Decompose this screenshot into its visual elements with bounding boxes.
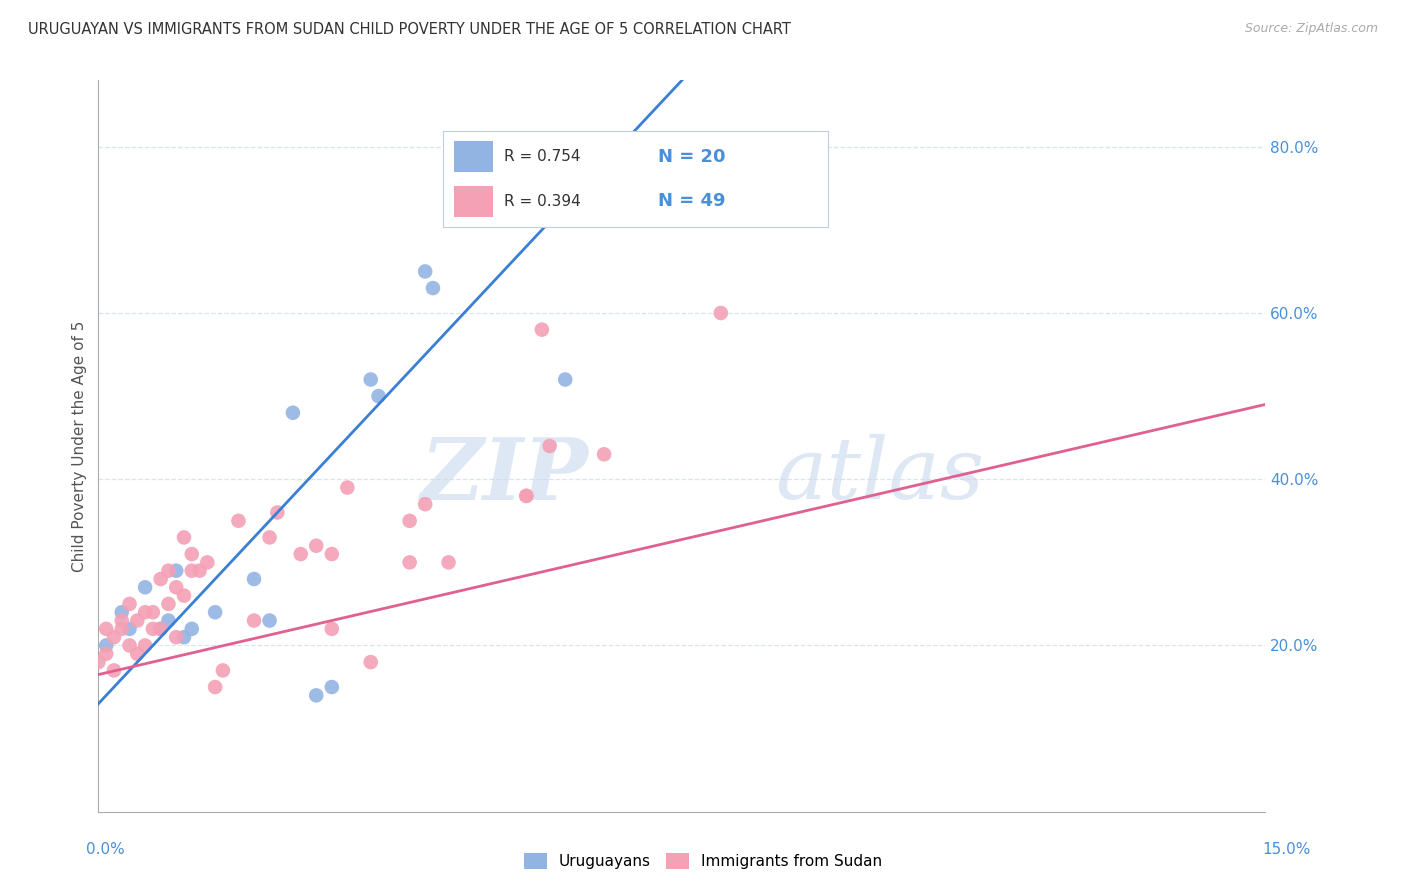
Point [96,622,118,636]
Point [103,664,125,678]
Point [321,547,343,561]
Point [111,614,134,628]
Point [142,622,165,636]
Point [173,589,195,603]
Point [134,639,156,653]
Point [165,580,187,594]
Point [515,489,537,503]
Point [243,572,266,586]
Text: ZIP: ZIP [420,434,589,517]
Point [305,539,328,553]
Point [127,614,149,628]
Text: atlas: atlas [775,434,984,516]
Text: N = 20: N = 20 [658,148,725,166]
Point [111,605,134,619]
Point [266,506,288,520]
Point [195,555,218,569]
Point [305,689,328,703]
Text: 15.0%: 15.0% [1263,842,1310,856]
Point [710,306,733,320]
Point [96,639,118,653]
Point [398,555,420,569]
Point [321,680,343,694]
Point [87,655,110,669]
Point [103,630,125,644]
Point [530,323,553,337]
Text: Source: ZipAtlas.com: Source: ZipAtlas.com [1244,22,1378,36]
Point [593,447,616,461]
Text: R = 0.394: R = 0.394 [505,194,581,209]
Point [538,439,561,453]
Point [149,622,172,636]
Point [554,372,576,386]
Point [243,614,266,628]
Legend: Uruguayans, Immigrants from Sudan: Uruguayans, Immigrants from Sudan [517,847,889,875]
Text: N = 49: N = 49 [658,193,725,211]
Point [188,564,211,578]
Point [367,389,389,403]
Point [180,564,202,578]
Point [437,555,460,569]
Point [413,497,436,511]
Point [398,514,420,528]
Point [118,597,141,611]
Point [173,630,195,644]
Point [127,647,149,661]
Point [173,530,195,544]
Point [118,622,141,636]
Point [360,655,382,669]
Point [204,605,226,619]
Point [142,605,165,619]
Point [413,264,436,278]
Point [157,564,180,578]
Bar [454,186,492,217]
Point [259,614,281,628]
Point [360,372,382,386]
Text: URUGUAYAN VS IMMIGRANTS FROM SUDAN CHILD POVERTY UNDER THE AGE OF 5 CORRELATION : URUGUAYAN VS IMMIGRANTS FROM SUDAN CHILD… [28,22,792,37]
Point [180,547,202,561]
Point [134,605,156,619]
Point [96,647,118,661]
Point [281,406,304,420]
Point [157,614,180,628]
Text: R = 0.754: R = 0.754 [505,149,581,164]
Point [165,630,187,644]
Bar [454,141,492,172]
Point [111,622,134,636]
Point [134,580,156,594]
Y-axis label: Child Poverty Under the Age of 5: Child Poverty Under the Age of 5 [72,320,87,572]
Point [165,564,187,578]
Point [290,547,312,561]
Point [228,514,250,528]
Point [515,489,537,503]
Point [336,481,359,495]
Point [321,622,343,636]
Point [259,530,281,544]
Point [180,622,202,636]
Point [204,680,226,694]
Point [149,572,172,586]
Point [149,622,172,636]
Point [157,597,180,611]
Point [422,281,444,295]
Point [212,664,235,678]
Point [118,639,141,653]
Text: 0.0%: 0.0% [86,842,125,856]
